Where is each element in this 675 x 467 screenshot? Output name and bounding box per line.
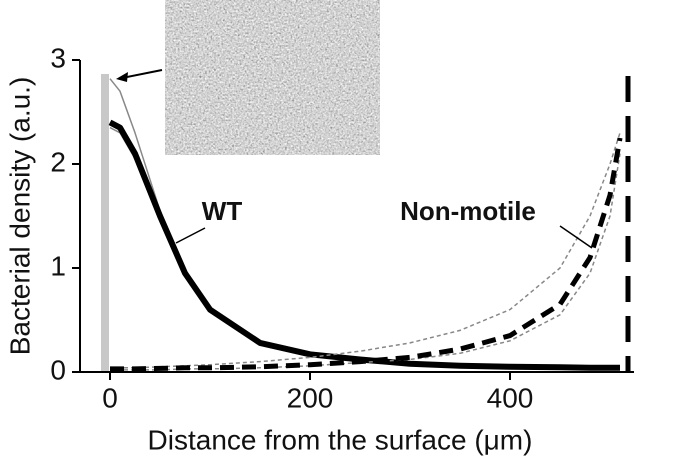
plot (108, 78, 623, 372)
y-axis-label: Bacterial density (a.u.) (4, 77, 35, 356)
x-tick-label: 0 (102, 382, 118, 413)
y-tick-label: 1 (50, 250, 66, 281)
inset-image (165, 0, 380, 155)
series-line (110, 153, 621, 371)
arrow (121, 69, 163, 79)
arrow-head (116, 72, 128, 82)
series-line (109, 126, 620, 369)
annotation: Non-motile (400, 196, 536, 226)
annotation: WT (202, 196, 243, 226)
series-line (110, 137, 623, 372)
x-axis-label: Distance from the surface (μm) (148, 424, 533, 455)
y-tick-label: 3 (50, 42, 66, 73)
x-tick-label: 400 (487, 382, 534, 413)
y-tick-label: 0 (50, 354, 66, 385)
series-line (108, 119, 620, 371)
x-tick-label: 200 (287, 382, 334, 413)
leader-line (175, 227, 206, 244)
surface-bar (101, 74, 109, 372)
y-tick-label: 2 (50, 146, 66, 177)
series-line (110, 132, 621, 369)
leader-line (559, 225, 593, 249)
